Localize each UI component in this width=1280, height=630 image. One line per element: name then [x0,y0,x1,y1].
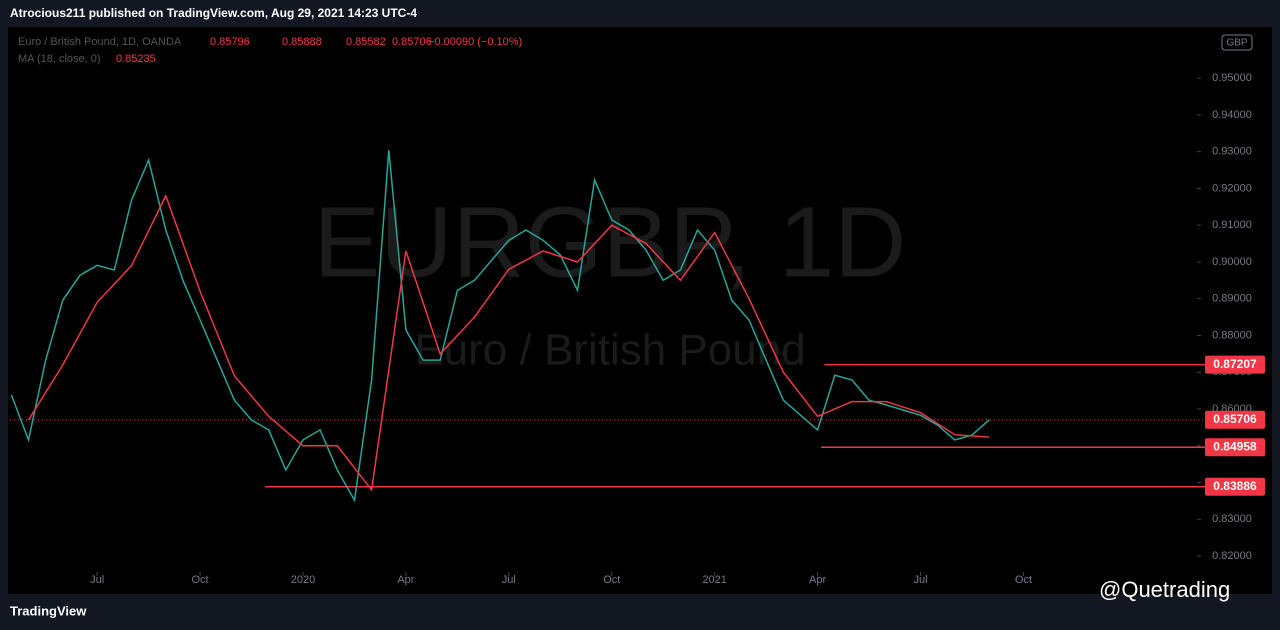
level-label: 0.87207 [1213,357,1257,371]
y-tick-label: 0.93000 [1212,146,1252,158]
watermark-description: Euro / British Pound [414,326,805,375]
y-tick-label: 0.82000 [1212,550,1252,562]
level-label-box [1205,438,1265,457]
x-tick-label: Jul [90,574,104,586]
y-tick-label: 0.95000 [1212,72,1252,84]
last-price-label: 0.85706 [1213,412,1257,426]
y-tick-label: 0.89000 [1212,293,1252,305]
x-tick-label: Oct [1015,574,1032,586]
level-label: 0.83886 [1213,479,1257,493]
legend-symbol: Euro / British Pound, 1D, OANDA [18,36,182,48]
y-tick-label: 0.94000 [1212,109,1252,121]
legend-low: 0.85582 [346,36,386,48]
y-tick-label: 0.92000 [1212,182,1252,194]
legend-change: −0.00090 (−0.10%) [428,36,522,48]
currency: GBP [1226,38,1247,49]
level-label-box [1205,477,1265,496]
x-tick-label: Oct [192,574,209,586]
publisher: Atrocious211 published on TradingView.co… [10,6,417,20]
x-tick-label: Apr [809,574,826,586]
watermark-symbol: EURGBP, 1D [314,186,907,298]
brand: TradingView [10,603,87,618]
legend-ma-value: 0.85235 [116,53,156,65]
legend-open: 0.85796 [210,36,250,48]
watermark-handle: @Quetrading [1099,577,1230,602]
legend-high: 0.85888 [282,36,322,48]
y-tick-label: 0.91000 [1212,219,1252,231]
x-tick-label: Apr [397,574,414,586]
last-price-box [1205,410,1265,429]
chart-pane [8,27,1272,594]
y-tick-label: 0.83000 [1212,513,1252,525]
legend-close: 0.85706 [392,36,432,48]
x-tick-label: Jul [502,574,516,586]
y-tick-label: 0.88000 [1212,329,1252,341]
price-line [27,193,990,492]
x-tick-label: 2020 [291,574,315,586]
currency-box [1221,34,1253,51]
y-tick-label: 0.90000 [1212,256,1252,268]
level-label: 0.84958 [1213,439,1257,453]
x-tick-label: 2021 [702,574,726,586]
legend-ma-name: MA (18, close, 0) [18,53,101,65]
price-line [10,150,990,503]
x-tick-label: Oct [603,574,620,586]
x-tick-label: Jul [914,574,928,586]
level-label-box [1205,355,1265,374]
